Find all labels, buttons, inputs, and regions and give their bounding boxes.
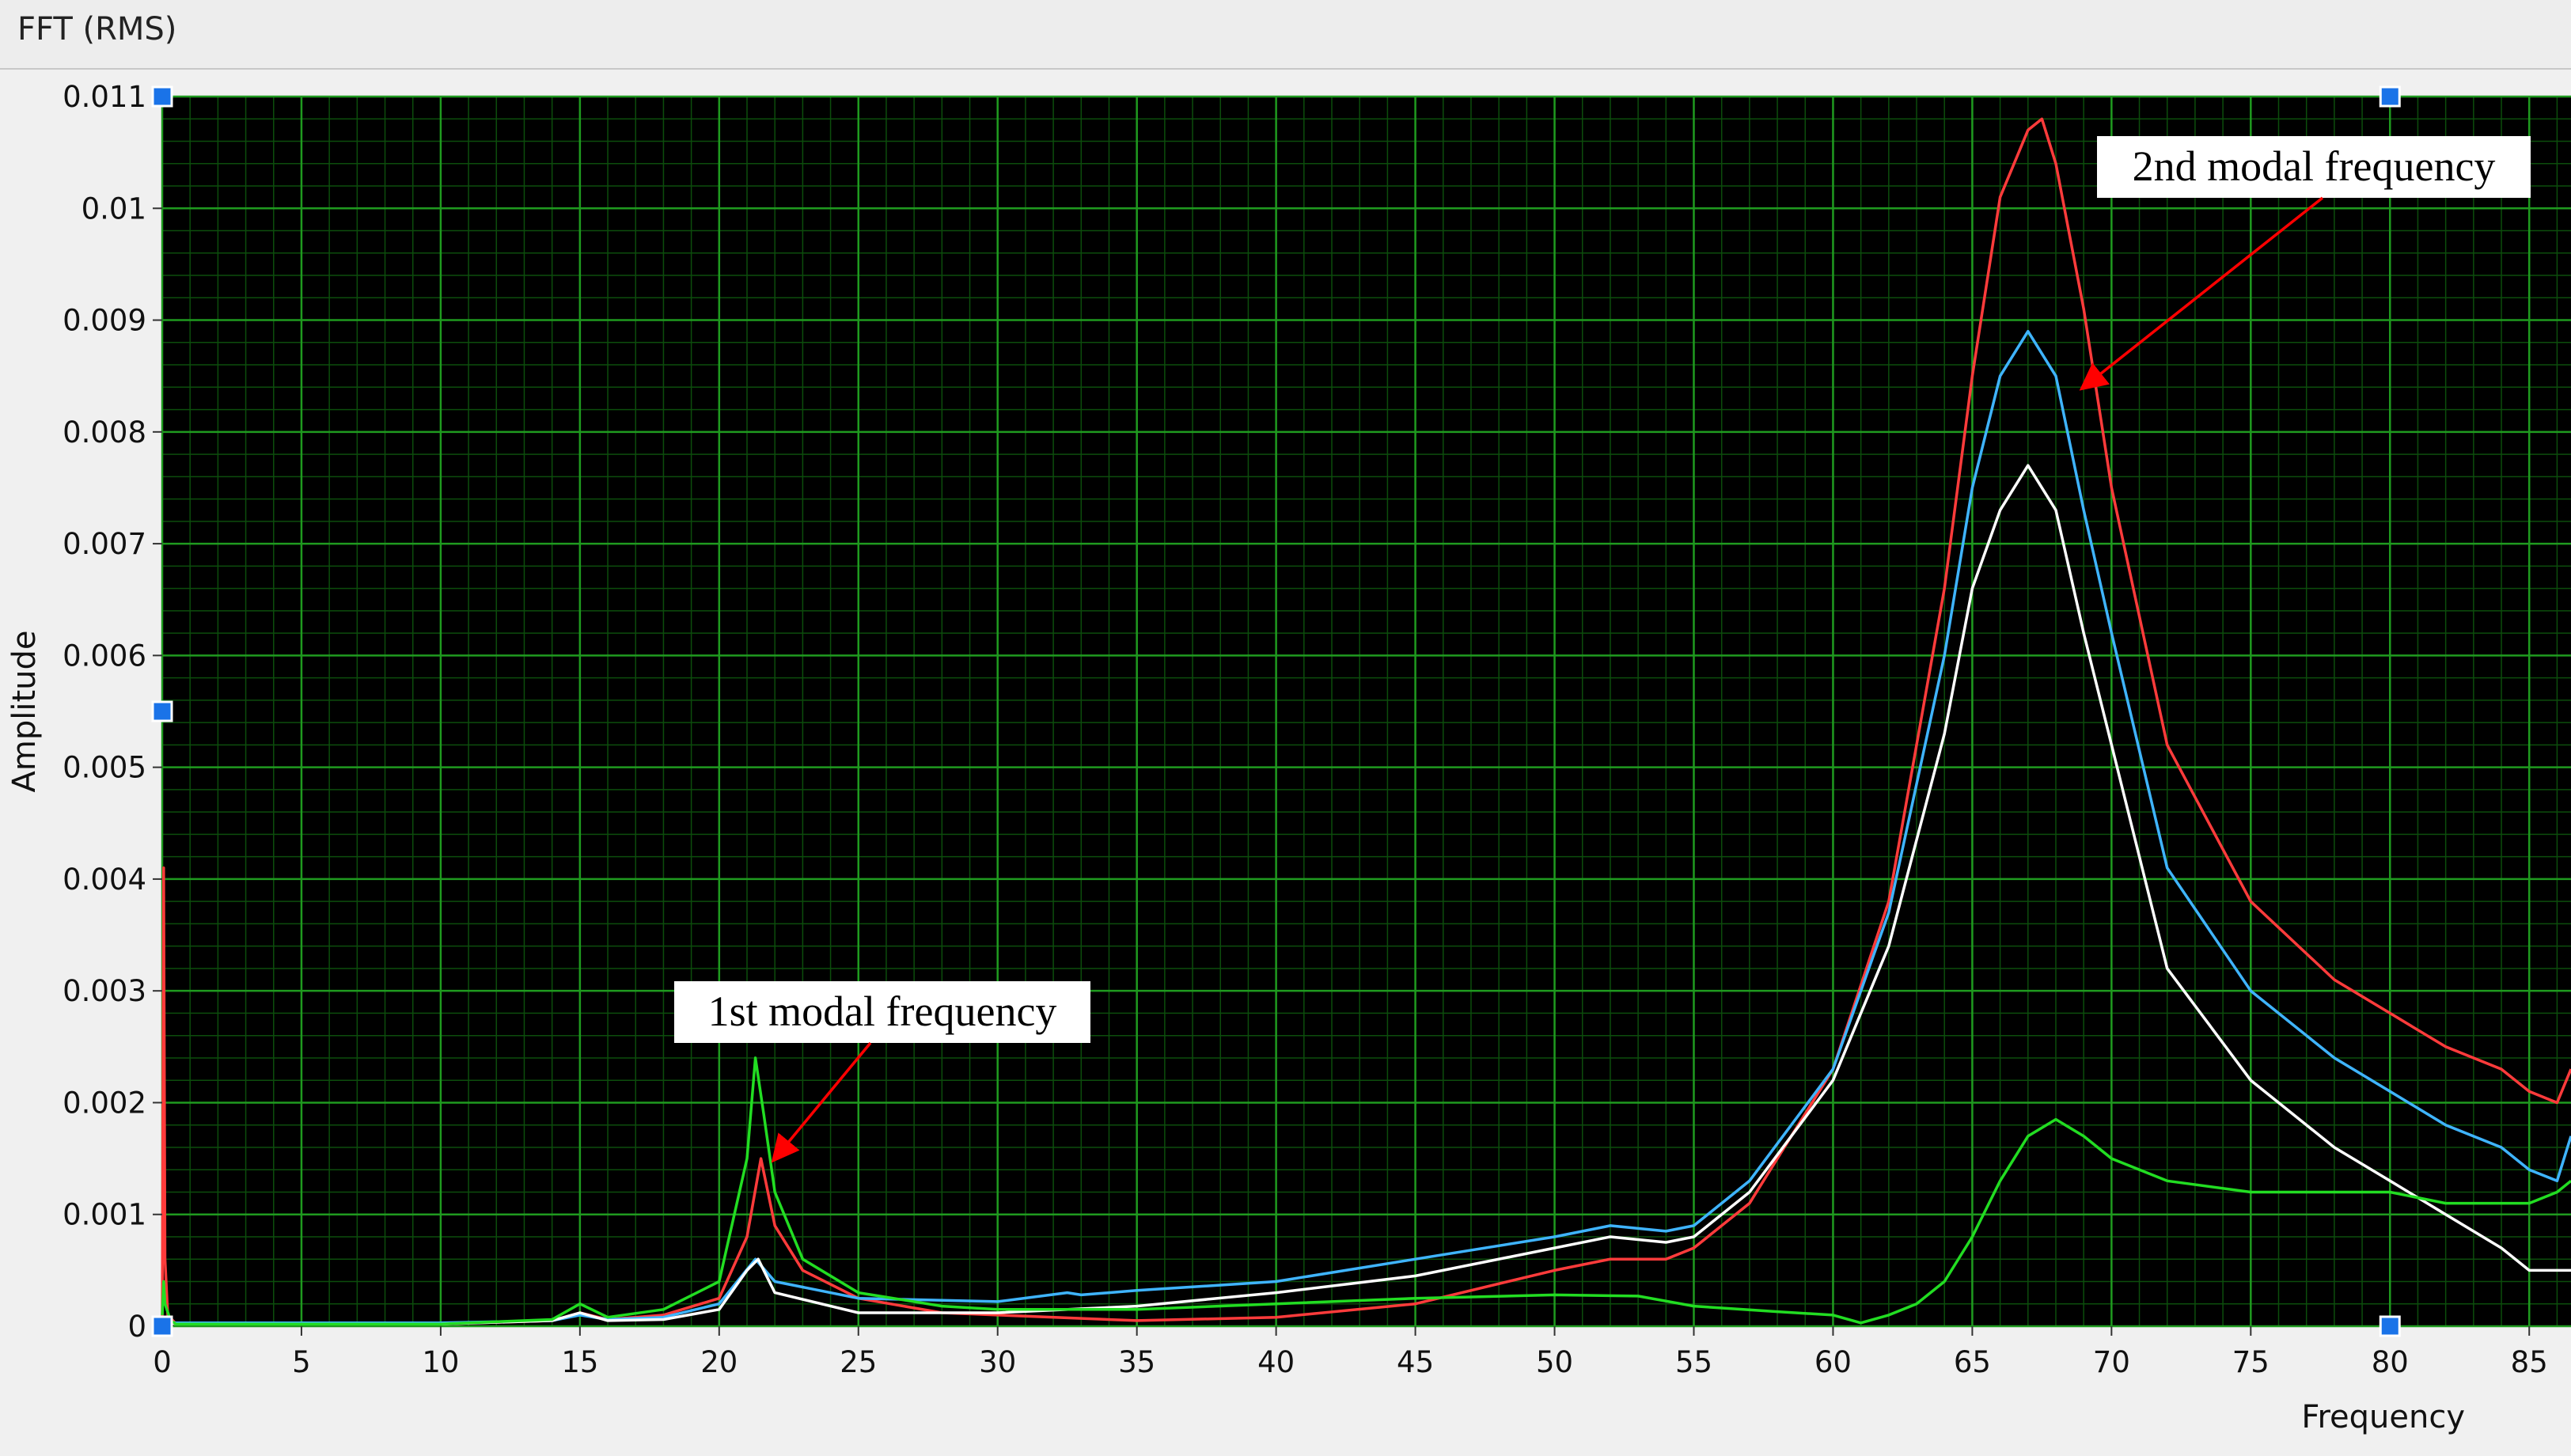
x-tick-label: 55 [1675, 1345, 1712, 1379]
x-tick-label: 30 [979, 1345, 1016, 1379]
series-line-green [161, 1056, 2571, 1325]
annotation-box [674, 981, 1090, 1043]
cursor-handle[interactable] [2379, 85, 2401, 108]
x-tick-label: 85 [2511, 1345, 2548, 1379]
series-line-blue [161, 329, 2571, 1325]
y-tick-label: 0.007 [63, 527, 146, 561]
cursors[interactable] [151, 85, 2401, 1337]
series-layer [161, 117, 2571, 1327]
annotation-box [2097, 136, 2531, 198]
y-axis-ticks: 0 0.001 0.002 0.003 0.004 0.005 0.006 0.007 0.00… [63, 80, 162, 1344]
graph-titlebar: FFT (RMS) [0, 0, 2571, 70]
x-tick-label: 40 [1257, 1345, 1295, 1379]
graph-panel: 0 5 10 15 20 25 30 35 40 45 50 55 60 65 70 75 80 85 0 0.00… [0, 70, 2571, 1456]
x-tick-label: 0 [153, 1345, 172, 1379]
x-axis-ticks: 0 5 10 15 20 25 30 35 40 45 50 55 60 65 70 75 80 85 [153, 1326, 2548, 1379]
y-tick-label: 0.009 [63, 304, 146, 338]
annotations: 2nd modal frequency 1st modal frequency [674, 136, 2531, 1163]
x-tick-label: 70 [2093, 1345, 2130, 1379]
y-tick-label: 0.004 [63, 863, 146, 897]
x-tick-label: 10 [422, 1345, 459, 1379]
x-axis-label: Frequency [2301, 1399, 2465, 1435]
annotation-label: 2nd modal frequency [2133, 142, 2496, 190]
y-axis-label: Amplitude [6, 631, 43, 793]
x-tick-label: 15 [561, 1345, 598, 1379]
x-tick-label: 60 [1814, 1345, 1852, 1379]
y-tick-label: 0.01 [82, 191, 146, 226]
cursor-handle[interactable] [151, 85, 173, 108]
annotation-arrow [771, 1041, 872, 1163]
x-tick-label: 25 [840, 1345, 877, 1379]
x-tick-label: 75 [2232, 1345, 2270, 1379]
y-tick-label: 0.005 [63, 751, 146, 785]
x-tick-label: 65 [1954, 1345, 1991, 1379]
y-tick-label: 0.006 [63, 639, 146, 673]
x-tick-label: 50 [1536, 1345, 1573, 1379]
cursor-handle[interactable] [151, 1315, 173, 1337]
y-tick-label: 0.003 [63, 974, 146, 1008]
x-tick-label: 35 [1118, 1345, 1155, 1379]
fft-chart[interactable]: 0 5 10 15 20 25 30 35 40 45 50 55 60 65 70 75 80 85 0 0.00… [0, 70, 2571, 1456]
annotation-label: 1st modal frequency [708, 988, 1057, 1035]
graph-title: FFT (RMS) [17, 11, 177, 47]
y-tick-label: 0 [127, 1310, 146, 1344]
cursor-handle[interactable] [151, 700, 173, 722]
x-tick-label: 45 [1397, 1345, 1434, 1379]
x-tick-label: 20 [700, 1345, 738, 1379]
grid-minor [162, 97, 2571, 1326]
y-tick-label: 0.002 [63, 1086, 146, 1120]
annotation-arrow [2079, 196, 2324, 391]
cursor-handle[interactable] [2379, 1315, 2401, 1337]
series-line-white [161, 464, 2571, 1325]
x-tick-label: 5 [292, 1345, 311, 1379]
y-tick-label: 0.008 [63, 415, 146, 449]
x-tick-label: 80 [2372, 1345, 2409, 1379]
y-tick-label: 0.011 [63, 80, 146, 114]
plot-area[interactable] [162, 97, 2571, 1326]
y-tick-label: 0.001 [63, 1198, 146, 1232]
